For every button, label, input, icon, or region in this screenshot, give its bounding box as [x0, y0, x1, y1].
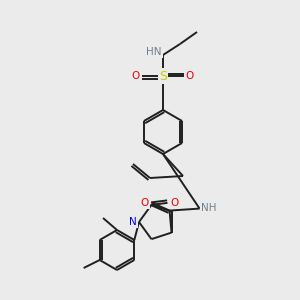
Text: NH: NH: [201, 202, 216, 213]
Text: O: O: [140, 198, 149, 208]
Text: O: O: [186, 71, 194, 81]
Text: S: S: [159, 70, 167, 83]
Text: O: O: [170, 198, 178, 208]
Text: HN: HN: [146, 47, 162, 57]
Text: O: O: [132, 71, 140, 81]
Text: N: N: [129, 217, 137, 227]
